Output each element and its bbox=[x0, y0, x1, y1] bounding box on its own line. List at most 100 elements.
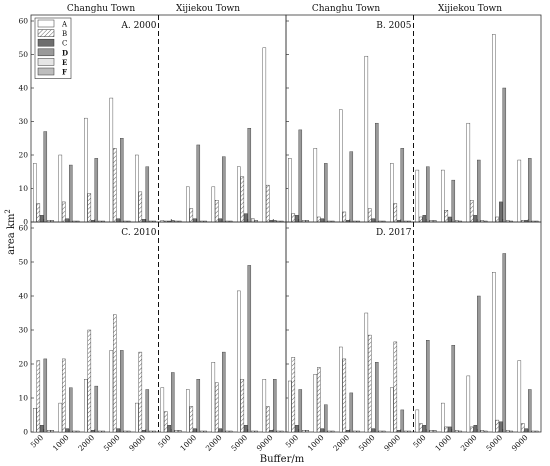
bar-a-2000 bbox=[211, 186, 216, 223]
bar-a-1000 bbox=[58, 154, 63, 223]
bar-b-9000 bbox=[393, 203, 398, 223]
bar-d-5000 bbox=[502, 253, 507, 433]
bar-b-500 bbox=[419, 423, 423, 433]
bar-c-1000 bbox=[193, 218, 197, 223]
bar-f-5000 bbox=[382, 430, 386, 433]
bar-a-5000 bbox=[364, 312, 369, 433]
bar-f-5000 bbox=[509, 430, 514, 433]
bar-a-9000 bbox=[517, 159, 522, 223]
legend-swatch-a bbox=[37, 19, 55, 28]
bar-a-5000 bbox=[364, 55, 369, 223]
bar-d-5000 bbox=[247, 127, 252, 223]
bar-d-1000 bbox=[324, 404, 328, 433]
bar-b-2000 bbox=[470, 200, 474, 223]
x-tick-label: 500 bbox=[284, 433, 301, 450]
bar-f-9000 bbox=[535, 430, 539, 433]
bar-d-500 bbox=[426, 340, 430, 433]
bar-d-5000 bbox=[375, 362, 379, 433]
bar-a-5000 bbox=[109, 350, 114, 433]
bar-f-1000 bbox=[458, 430, 463, 433]
bar-c-5000 bbox=[244, 425, 248, 433]
bar-e-500 bbox=[174, 430, 179, 433]
legend-label-c: C bbox=[62, 40, 67, 48]
bar-c-2000 bbox=[473, 215, 478, 223]
bar-d-5000 bbox=[247, 265, 252, 433]
bar-c-5000 bbox=[371, 218, 376, 223]
x-tick-label: 1000 bbox=[433, 433, 453, 453]
bar-d-9000 bbox=[145, 389, 150, 433]
legend-label-a: A bbox=[61, 21, 68, 29]
bar-a-9000 bbox=[390, 163, 394, 223]
bar-c-2000 bbox=[218, 218, 223, 223]
bar-a-5000 bbox=[109, 97, 114, 223]
x-tick-label: 1000 bbox=[306, 433, 326, 453]
town-label-xijiekou-top: Xijiekou Town bbox=[176, 4, 240, 14]
bar-e-1000 bbox=[72, 430, 77, 433]
bar-e-1000 bbox=[200, 430, 204, 433]
bar-b-5000 bbox=[495, 216, 500, 223]
bar-f-500 bbox=[305, 430, 310, 433]
bar-f-1000 bbox=[76, 430, 80, 433]
panel-title: A. 2000 bbox=[120, 21, 156, 31]
bar-d-2000 bbox=[222, 156, 226, 223]
bar-d-2000 bbox=[94, 385, 99, 433]
bar-e-9000 bbox=[149, 430, 153, 433]
bar-a-500 bbox=[288, 158, 292, 223]
x-tick-label: 2000 bbox=[331, 433, 351, 453]
bar-c-1000 bbox=[448, 426, 452, 433]
bar-b-2000 bbox=[342, 211, 347, 223]
bar-d-9000 bbox=[273, 379, 277, 433]
bar-c-1000 bbox=[193, 428, 197, 433]
bar-a-2000 bbox=[466, 375, 471, 433]
bar-f-2000 bbox=[356, 430, 361, 433]
bar-d-2000 bbox=[222, 351, 226, 433]
bar-e-5000 bbox=[378, 430, 383, 433]
bar-c-5000 bbox=[499, 201, 503, 223]
bar-a-1000 bbox=[441, 402, 445, 433]
bar-f-2000 bbox=[229, 430, 233, 433]
x-tick-label: 2000 bbox=[459, 433, 479, 453]
y-tick-label: 30 bbox=[18, 117, 28, 126]
bar-c-5000 bbox=[116, 428, 121, 433]
bar-c-1000 bbox=[65, 428, 70, 433]
bar-d-500 bbox=[298, 389, 303, 433]
y-tick-label: 10 bbox=[18, 184, 28, 193]
bar-f-2000 bbox=[101, 430, 106, 433]
bar-b-500 bbox=[291, 213, 296, 223]
bar-c-9000 bbox=[269, 430, 274, 433]
bar-f-500 bbox=[50, 430, 55, 433]
bar-b-5000 bbox=[240, 379, 245, 433]
bar-b-5000 bbox=[113, 314, 117, 433]
x-tick-label: 2000 bbox=[76, 433, 96, 453]
bar-f-5000 bbox=[127, 430, 131, 433]
bar-d-5000 bbox=[375, 122, 379, 223]
y-tick-label: 0 bbox=[23, 218, 28, 227]
legend-label-d: D bbox=[62, 48, 68, 57]
x-axis-title: Buffer/m bbox=[260, 454, 305, 465]
bar-f-2000 bbox=[484, 430, 488, 433]
bar-e-5000 bbox=[506, 430, 510, 433]
bar-a-500 bbox=[415, 409, 420, 433]
y-tick-label: 30 bbox=[18, 326, 28, 335]
bar-a-2000 bbox=[339, 346, 343, 433]
bar-c-500 bbox=[422, 425, 427, 433]
bar-d-2000 bbox=[477, 295, 481, 433]
x-tick-label: 1000 bbox=[178, 433, 198, 453]
legend-label-e: E bbox=[62, 58, 67, 67]
bar-d-500 bbox=[43, 131, 48, 223]
bar-b-5000 bbox=[368, 208, 372, 223]
bar-f-5000 bbox=[254, 430, 259, 433]
y-axis-title: area km2 bbox=[4, 209, 17, 255]
bar-b-5000 bbox=[495, 419, 500, 433]
bar-e-2000 bbox=[225, 430, 230, 433]
bar-e-500 bbox=[429, 430, 434, 433]
bar-e-9000 bbox=[404, 430, 408, 433]
bar-d-9000 bbox=[528, 389, 532, 433]
bar-c-500 bbox=[40, 215, 44, 223]
bar-d-1000 bbox=[196, 379, 201, 433]
bar-d-5000 bbox=[120, 138, 124, 223]
bar-e-5000 bbox=[123, 430, 128, 433]
x-tick-label: 5000 bbox=[357, 433, 377, 453]
